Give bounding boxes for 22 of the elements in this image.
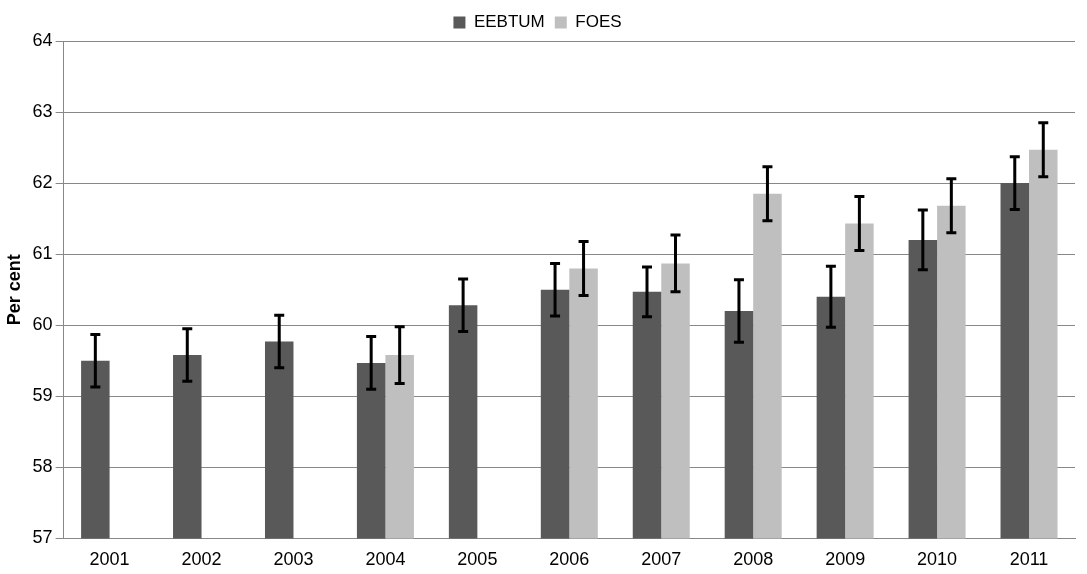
- y-tick-label: 57: [32, 527, 53, 548]
- x-tick-label: 2009: [825, 549, 866, 570]
- y-tick-label: 58: [32, 456, 53, 477]
- x-tick-label: 2005: [457, 549, 498, 570]
- x-tick-label: 2010: [917, 549, 958, 570]
- x-tick-label: 2001: [89, 549, 130, 570]
- x-tick-label: 2003: [273, 549, 314, 570]
- x-tick-label: 2008: [733, 549, 774, 570]
- x-tick-label: 2011: [1009, 549, 1049, 570]
- y-tick-label: 62: [32, 172, 53, 193]
- y-tick-label: 63: [32, 101, 53, 122]
- legend-label: FOES: [575, 12, 622, 32]
- x-tick-label: 2002: [181, 549, 222, 570]
- x-tick-label: 2006: [549, 549, 590, 570]
- y-axis-title: Per cent: [3, 254, 24, 326]
- y-tick-label: 59: [32, 385, 53, 406]
- y-tick-label: 64: [32, 29, 53, 50]
- y-tick-label: 61: [32, 243, 53, 264]
- x-tick-label: 2007: [641, 549, 682, 570]
- legend-label: EEBTUM: [473, 12, 545, 32]
- x-tick-label: 2004: [365, 549, 406, 570]
- y-tick-label: 60: [32, 314, 53, 335]
